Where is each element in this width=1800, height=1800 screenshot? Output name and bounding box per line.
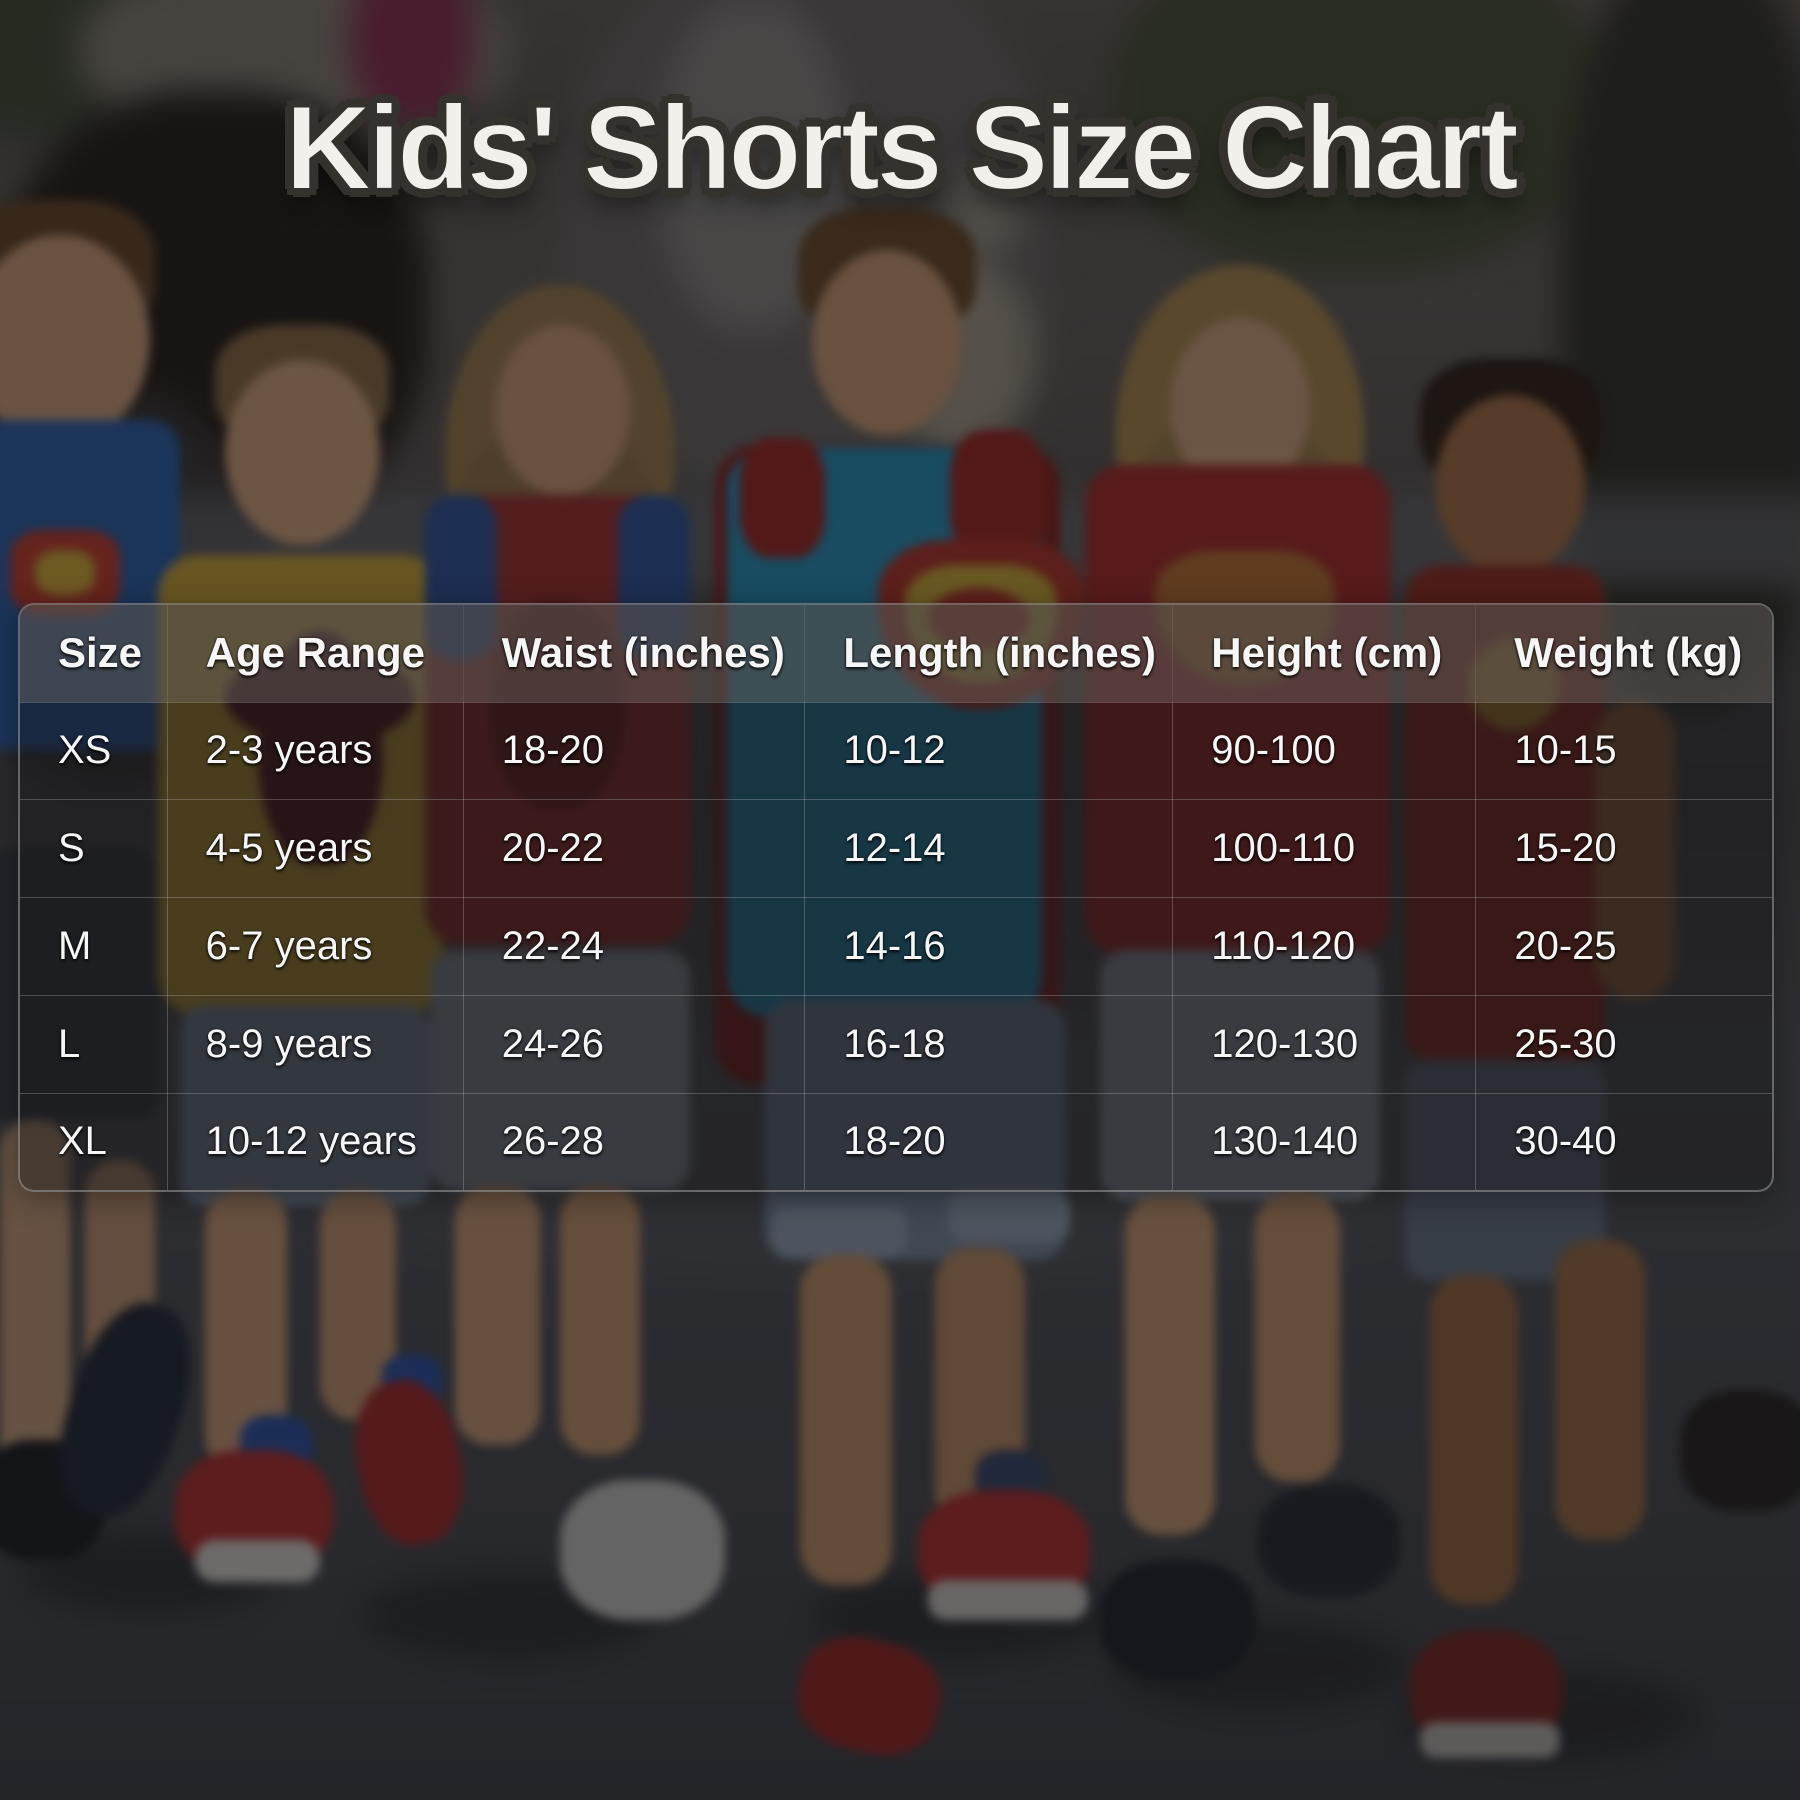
table-cell: 2-3 years <box>166 701 464 801</box>
table-cell: 120-130 <box>1172 994 1477 1094</box>
table-cell: 18-20 <box>804 1092 1174 1190</box>
table-cell: 90-100 <box>1172 701 1477 801</box>
size-chart-table: Size Age Range Waist (inches) Length (in… <box>20 605 1772 1190</box>
table-cell: L <box>20 994 168 1094</box>
table-cell: 24-26 <box>462 994 806 1094</box>
table-cell: 100-110 <box>1172 799 1477 899</box>
table-row-m: M 6-7 years 22-24 14-16 110-120 20-25 <box>20 897 1772 996</box>
table-cell: 25-30 <box>1475 994 1772 1094</box>
column-header-height: Height (cm) <box>1172 605 1477 703</box>
table-cell: 110-120 <box>1172 897 1477 996</box>
table-cell: 18-20 <box>462 701 806 801</box>
table-cell: 10-15 <box>1475 701 1772 801</box>
table-cell: 22-24 <box>462 897 806 996</box>
table-cell: 15-20 <box>1475 799 1772 899</box>
table-cell: 20-25 <box>1475 897 1772 996</box>
column-header-length: Length (inches) <box>804 605 1174 703</box>
column-header-size: Size <box>20 605 168 703</box>
table-cell: 4-5 years <box>166 799 464 899</box>
table-row-xs: XS 2-3 years 18-20 10-12 90-100 10-15 <box>20 701 1772 801</box>
table-cell: 30-40 <box>1475 1092 1772 1190</box>
table-cell: 8-9 years <box>166 994 464 1094</box>
column-header-age-range: Age Range <box>166 605 464 703</box>
table-cell: 26-28 <box>462 1092 806 1190</box>
table-cell: XS <box>20 701 168 801</box>
table-cell: 130-140 <box>1172 1092 1477 1190</box>
size-chart-panel: Size Age Range Waist (inches) Length (in… <box>18 603 1774 1192</box>
table-cell: 16-18 <box>804 994 1174 1094</box>
table-cell: 14-16 <box>804 897 1174 996</box>
table-cell: M <box>20 897 168 996</box>
table-cell: S <box>20 799 168 899</box>
table-row-xl: XL 10-12 years 26-28 18-20 130-140 30-40 <box>20 1092 1772 1190</box>
header-row: Size Age Range Waist (inches) Length (in… <box>20 605 1772 703</box>
table-cell: 12-14 <box>804 799 1174 899</box>
column-header-weight: Weight (kg) <box>1475 605 1772 703</box>
table-row-s: S 4-5 years 20-22 12-14 100-110 15-20 <box>20 799 1772 899</box>
table-cell: 20-22 <box>462 799 806 899</box>
table-cell: 6-7 years <box>166 897 464 996</box>
page-title: Kids' Shorts Size Chart <box>284 81 1520 215</box>
table-cell: XL <box>20 1092 168 1190</box>
table-row-l: L 8-9 years 24-26 16-18 120-130 25-30 <box>20 994 1772 1094</box>
table-cell: 10-12 years <box>166 1092 464 1190</box>
table-cell: 10-12 <box>804 701 1174 801</box>
column-header-waist: Waist (inches) <box>462 605 806 703</box>
